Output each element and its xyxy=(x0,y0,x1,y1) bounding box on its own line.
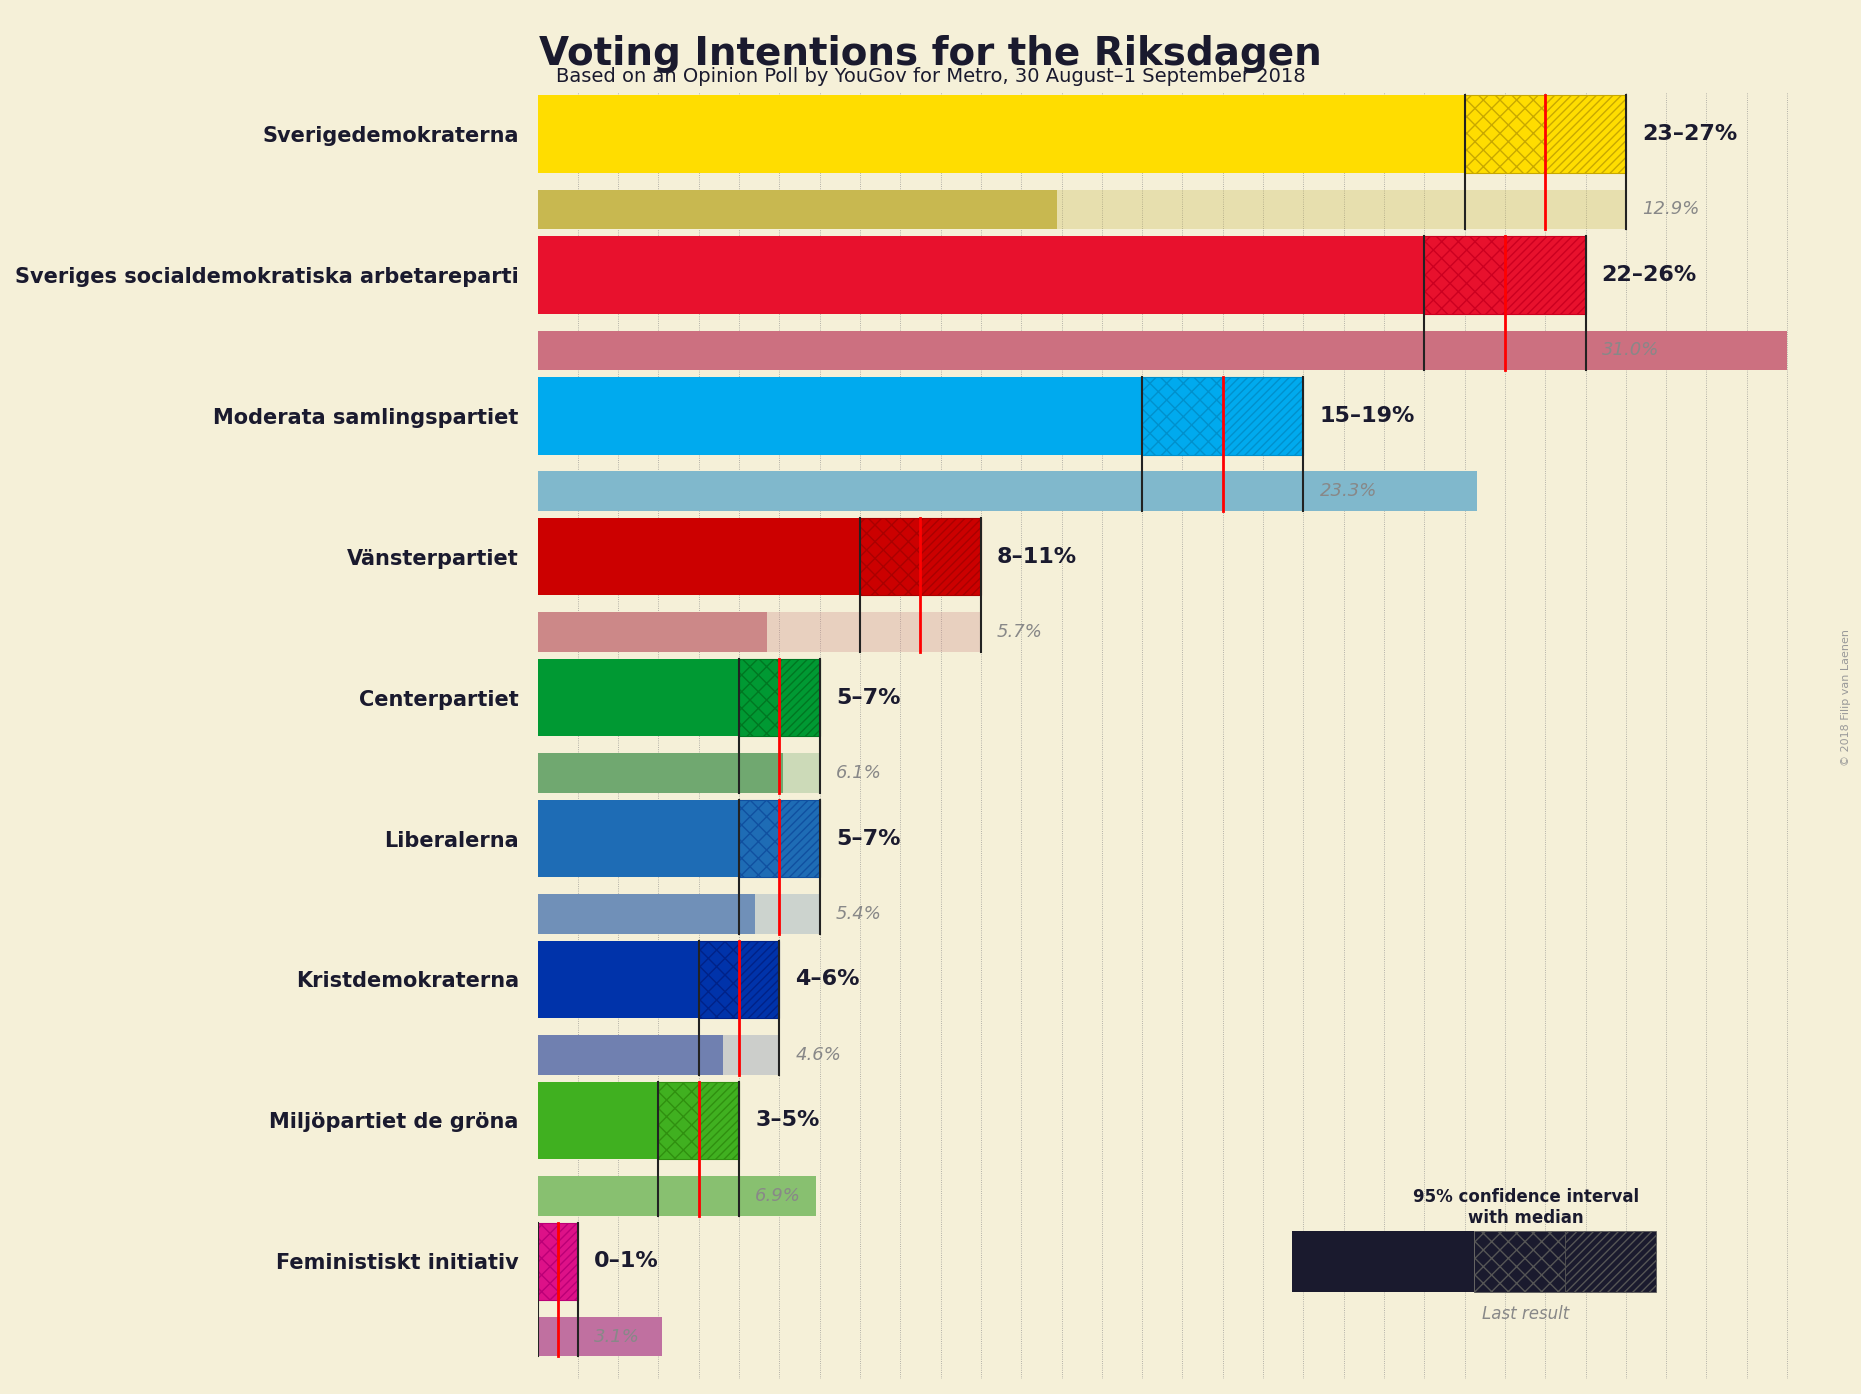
Bar xyxy=(538,753,819,793)
Bar xyxy=(538,612,981,652)
Bar xyxy=(538,1177,815,1216)
Text: 4–6%: 4–6% xyxy=(795,969,860,990)
Bar xyxy=(1506,236,1586,314)
Text: 23.3%: 23.3% xyxy=(1319,482,1377,500)
Bar xyxy=(538,190,1627,229)
Bar xyxy=(538,941,698,1018)
Bar xyxy=(698,941,739,1018)
Bar xyxy=(1545,95,1627,173)
Bar xyxy=(538,190,1057,229)
Bar xyxy=(1465,95,1545,173)
Bar xyxy=(538,471,1476,512)
Bar xyxy=(538,753,783,793)
Bar xyxy=(538,894,819,934)
Bar xyxy=(1223,376,1303,454)
Bar xyxy=(1474,1231,1565,1292)
Bar xyxy=(538,1317,663,1356)
Bar xyxy=(538,1223,558,1301)
Bar xyxy=(538,1317,663,1356)
Bar xyxy=(780,800,819,877)
Text: Last result: Last result xyxy=(1483,1305,1569,1323)
Bar xyxy=(538,1177,815,1216)
Bar xyxy=(1424,236,1506,314)
Text: 5.4%: 5.4% xyxy=(836,905,882,923)
Bar xyxy=(538,659,739,736)
Text: 5.7%: 5.7% xyxy=(997,623,1042,641)
Text: 3–5%: 3–5% xyxy=(756,1111,819,1131)
Text: 23–27%: 23–27% xyxy=(1641,124,1736,144)
Bar xyxy=(538,330,1787,369)
Text: 22–26%: 22–26% xyxy=(1602,265,1697,284)
Bar xyxy=(538,1036,722,1075)
Bar xyxy=(538,800,739,877)
Bar xyxy=(860,519,921,595)
Bar xyxy=(739,941,780,1018)
Text: 6.1%: 6.1% xyxy=(836,764,882,782)
Bar xyxy=(538,519,860,595)
Bar xyxy=(538,1036,780,1075)
Text: Based on an Opinion Poll by YouGov for Metro, 30 August–1 September 2018: Based on an Opinion Poll by YouGov for M… xyxy=(556,67,1305,86)
Bar xyxy=(1565,1231,1656,1292)
Bar xyxy=(538,1082,659,1160)
Bar xyxy=(558,1223,577,1301)
Bar xyxy=(921,519,981,595)
Text: Voting Intentions for the Riksdagen: Voting Intentions for the Riksdagen xyxy=(540,35,1321,72)
Bar xyxy=(538,236,1424,314)
Text: 15–19%: 15–19% xyxy=(1319,406,1414,425)
Text: 8–11%: 8–11% xyxy=(997,546,1078,567)
Bar xyxy=(538,95,1465,173)
Text: 3.1%: 3.1% xyxy=(594,1327,640,1345)
Text: 31.0%: 31.0% xyxy=(1602,342,1658,360)
Bar xyxy=(538,612,767,652)
Bar xyxy=(1292,1231,1474,1292)
Text: 6.9%: 6.9% xyxy=(756,1186,800,1204)
Bar xyxy=(659,1082,698,1160)
Text: 12.9%: 12.9% xyxy=(1641,201,1699,219)
Bar xyxy=(1143,376,1223,454)
Text: © 2018 Filip van Laenen: © 2018 Filip van Laenen xyxy=(1841,629,1852,765)
Bar xyxy=(538,894,756,934)
Bar xyxy=(538,376,1143,454)
Text: 4.6%: 4.6% xyxy=(795,1046,841,1064)
Text: 0–1%: 0–1% xyxy=(594,1252,659,1271)
Bar xyxy=(698,1082,739,1160)
Bar xyxy=(739,800,780,877)
Text: 95% confidence interval
with median: 95% confidence interval with median xyxy=(1412,1188,1640,1227)
Text: 5–7%: 5–7% xyxy=(836,828,901,849)
Bar xyxy=(780,659,819,736)
Bar xyxy=(739,659,780,736)
Text: 5–7%: 5–7% xyxy=(836,687,901,708)
Bar xyxy=(538,471,1476,512)
Bar xyxy=(538,330,1787,369)
